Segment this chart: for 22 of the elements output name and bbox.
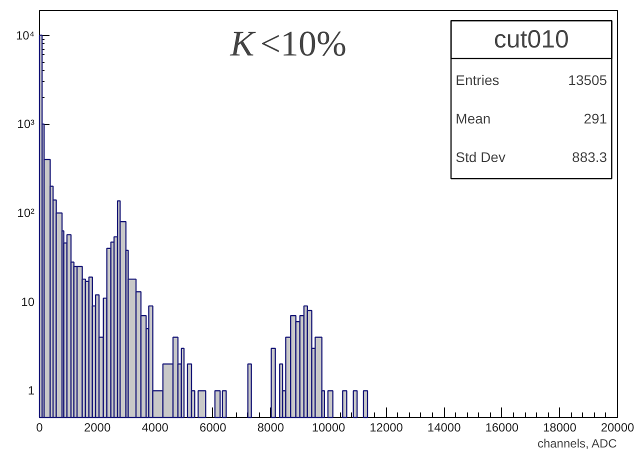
annotation: K<10% bbox=[229, 23, 347, 64]
x-tick-label: 20000 bbox=[600, 420, 635, 434]
x-tick-label: 14000 bbox=[427, 420, 462, 434]
y-tick-label: 10³ bbox=[17, 117, 35, 132]
x-tick-label: 4000 bbox=[142, 420, 169, 434]
x-tick-label: 12000 bbox=[370, 420, 404, 434]
text: Std Dev 883.3 bbox=[456, 149, 608, 166]
x-tick-label: 8000 bbox=[257, 420, 284, 434]
y-tick-label: 10⁴ bbox=[16, 28, 35, 42]
x-tick-label: 6000 bbox=[200, 420, 227, 434]
text: Mean 291 bbox=[456, 110, 608, 127]
y-tick-label: 10² bbox=[17, 206, 35, 220]
text: Entries 13505 bbox=[456, 72, 608, 88]
x-tick-label: 2000 bbox=[84, 420, 111, 434]
x-tick-label: 10000 bbox=[312, 420, 346, 434]
x-tick-label: 18000 bbox=[543, 420, 577, 434]
y-tick-label: 10 bbox=[21, 294, 35, 309]
x-tick-label: 0 bbox=[36, 420, 44, 434]
y-tick-label: 1 bbox=[28, 384, 35, 398]
x-axis-title: channels, ADC bbox=[537, 436, 618, 450]
annotation: cut010 bbox=[494, 26, 569, 54]
x-tick-label: 16000 bbox=[485, 420, 519, 434]
